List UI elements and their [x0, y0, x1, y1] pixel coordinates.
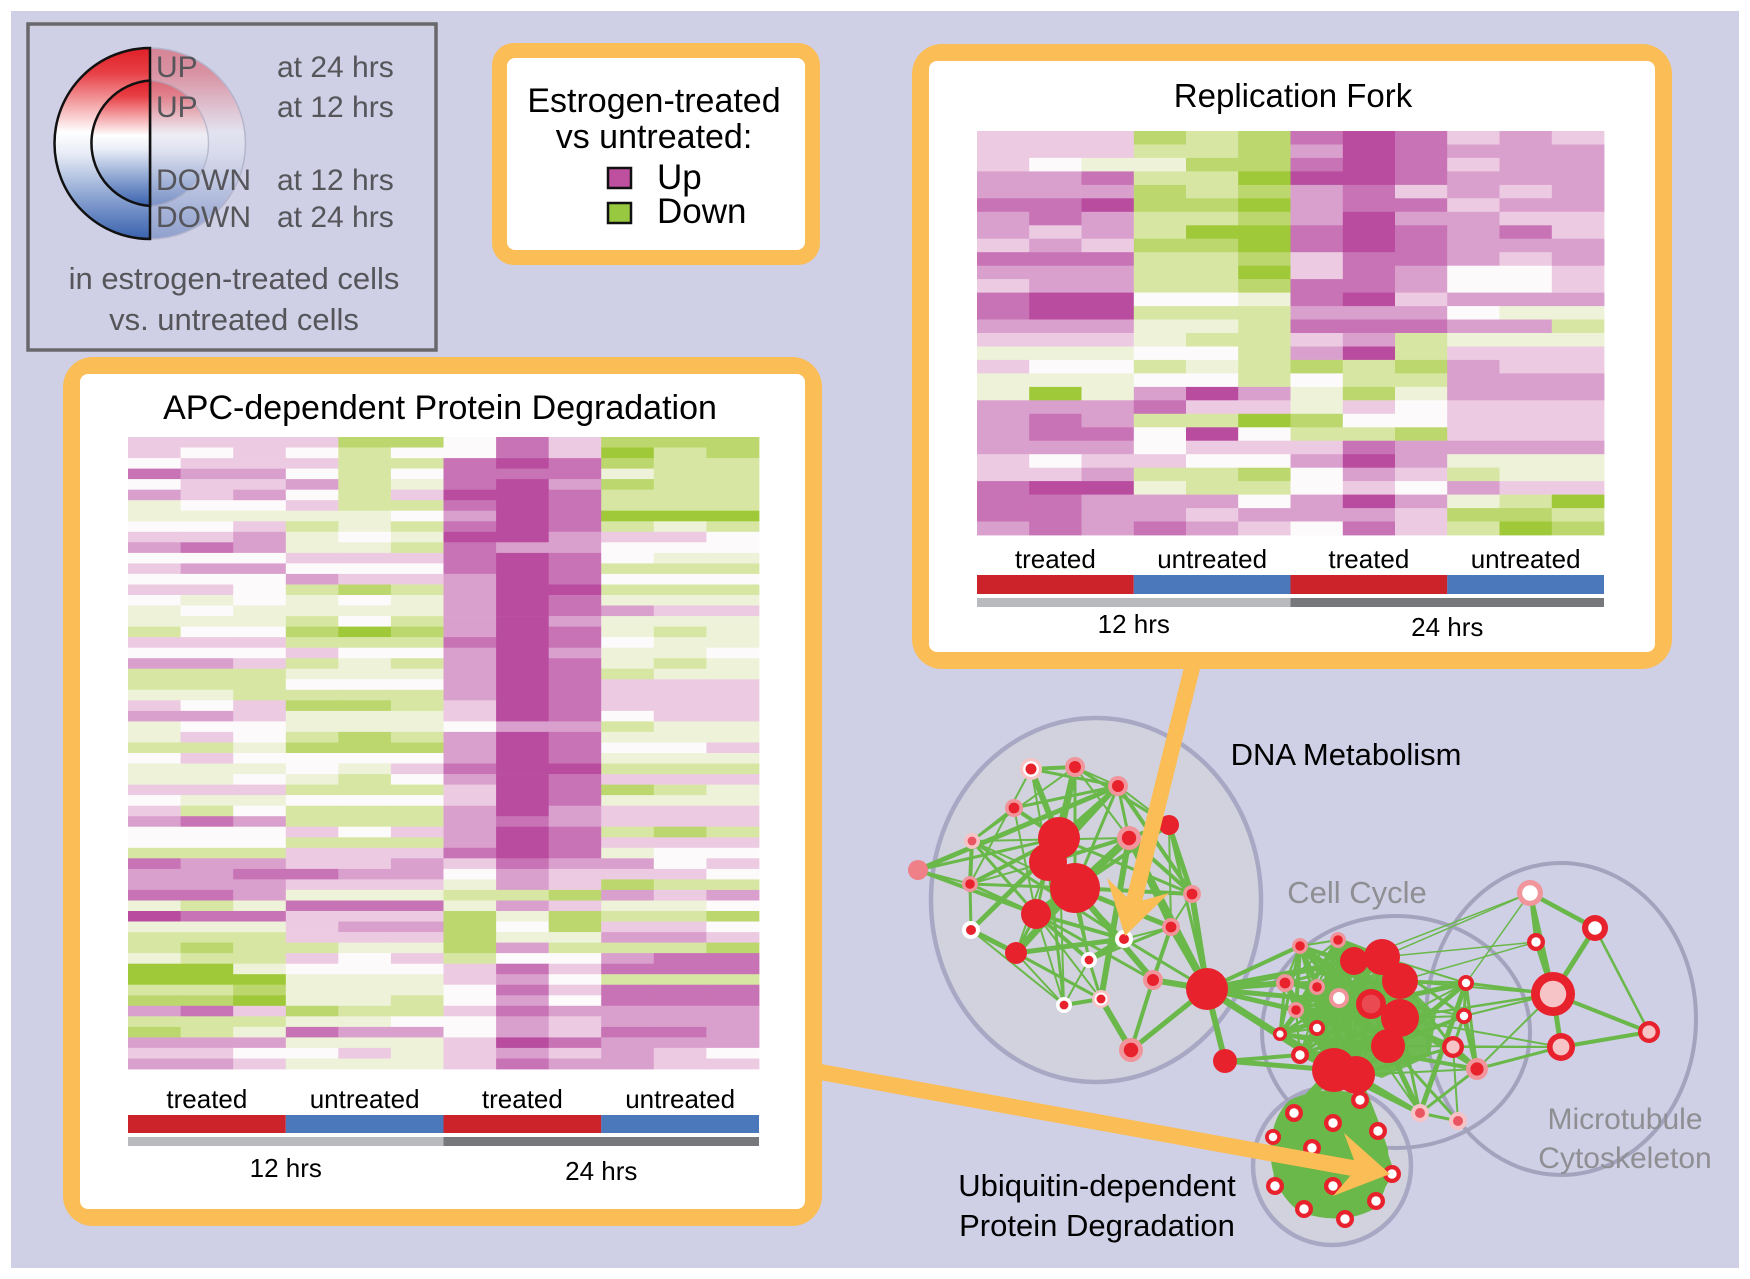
svg-text:Microtubule: Microtubule: [1547, 1103, 1702, 1136]
svg-text:Up: Up: [657, 158, 702, 197]
svg-text:treated: treated: [1328, 544, 1409, 574]
svg-text:24 hrs: 24 hrs: [565, 1156, 637, 1186]
svg-text:DOWN: DOWN: [156, 164, 251, 197]
svg-text:APC-dependent Protein Degradat: APC-dependent Protein Degradation: [163, 389, 717, 427]
svg-text:Replication Fork: Replication Fork: [1174, 77, 1413, 114]
svg-text:UP: UP: [156, 51, 198, 84]
svg-text:untreated: untreated: [310, 1084, 420, 1114]
svg-text:12 hrs: 12 hrs: [1098, 609, 1170, 639]
svg-text:DOWN: DOWN: [156, 201, 251, 234]
svg-text:Cell Cycle: Cell Cycle: [1287, 875, 1427, 910]
svg-text:untreated: untreated: [1471, 544, 1581, 574]
svg-text:treated: treated: [482, 1084, 563, 1114]
svg-text:UP: UP: [156, 91, 198, 124]
svg-text:vs. untreated cells: vs. untreated cells: [109, 302, 359, 337]
svg-text:Ubiquitin-dependent: Ubiquitin-dependent: [958, 1168, 1236, 1203]
svg-text:at 12 hrs: at 12 hrs: [277, 164, 394, 197]
svg-text:24 hrs: 24 hrs: [1411, 612, 1483, 642]
svg-text:untreated: untreated: [625, 1084, 735, 1114]
svg-text:Cytoskeleton: Cytoskeleton: [1538, 1142, 1711, 1175]
svg-text:treated: treated: [166, 1084, 247, 1114]
svg-text:Down: Down: [657, 192, 746, 231]
svg-text:at 24 hrs: at 24 hrs: [277, 51, 394, 84]
svg-text:in estrogen-treated cells: in estrogen-treated cells: [69, 261, 400, 296]
svg-text:Estrogen-treated: Estrogen-treated: [527, 82, 780, 120]
svg-text:at 24 hrs: at 24 hrs: [277, 201, 394, 234]
svg-text:Protein Degradation: Protein Degradation: [959, 1208, 1235, 1243]
svg-text:vs untreated:: vs untreated:: [556, 118, 753, 156]
svg-text:12 hrs: 12 hrs: [250, 1153, 322, 1183]
svg-text:DNA Metabolism: DNA Metabolism: [1231, 737, 1462, 772]
svg-text:at 12 hrs: at 12 hrs: [277, 91, 394, 124]
svg-text:treated: treated: [1015, 544, 1096, 574]
svg-text:untreated: untreated: [1157, 544, 1267, 574]
